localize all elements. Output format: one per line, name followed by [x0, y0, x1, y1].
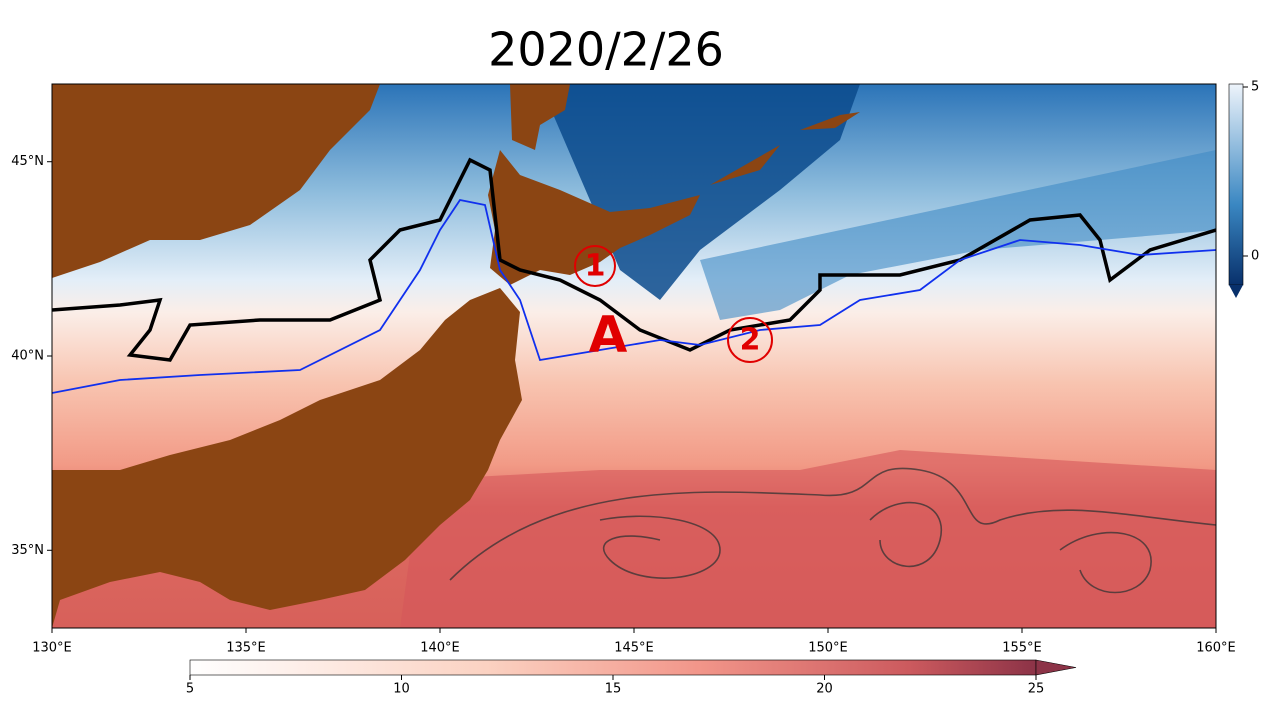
colorbar-extension	[1229, 285, 1243, 298]
cold-water	[700, 150, 1216, 320]
colorbar-tick-label: 25	[1028, 682, 1045, 697]
warm-water	[400, 450, 1216, 628]
map	[52, 84, 1216, 628]
colorbar-tick-label: 15	[605, 682, 622, 697]
x-tick-label: 155°E	[1002, 641, 1042, 656]
x-tick-label: 130°E	[32, 641, 72, 656]
y-tick-label: 45°N	[11, 154, 44, 169]
streamlines	[449, 467, 1216, 594]
x-tick-label: 135°E	[226, 641, 266, 656]
annotations: 1 2 A	[574, 245, 773, 364]
land	[510, 84, 570, 150]
y-tick-label: 40°N	[11, 349, 44, 364]
annotation: 1	[585, 249, 606, 284]
colorbar-extension	[1035, 659, 1077, 676]
colorbar-tick-label: 0	[1251, 249, 1259, 264]
colorbar-tick-label: 20	[816, 682, 833, 697]
map-title: 2020/2/26	[488, 23, 724, 77]
annotation-circle	[574, 245, 616, 287]
annotation: A	[589, 306, 628, 364]
colorbar	[189, 659, 1037, 676]
x-tick-label: 145°E	[614, 641, 654, 656]
land	[710, 112, 860, 185]
land	[52, 84, 380, 278]
x-tick-label: 150°E	[808, 641, 848, 656]
colorbar-tick-label: 10	[393, 682, 410, 697]
colorbar-tick-label: 5	[186, 682, 194, 697]
colorbar-tick-label: 5	[1251, 80, 1259, 95]
annotation-circle	[727, 317, 773, 363]
x-tick-label: 140°E	[420, 641, 460, 656]
front-line	[52, 157, 1216, 362]
x-tick-label: 160°E	[1196, 641, 1236, 656]
current-line	[52, 198, 1216, 394]
annotation: 2	[740, 323, 761, 358]
land	[52, 288, 522, 628]
y-tick-label: 35°N	[11, 543, 44, 558]
colorbar-right	[1228, 83, 1244, 286]
land	[488, 150, 700, 285]
